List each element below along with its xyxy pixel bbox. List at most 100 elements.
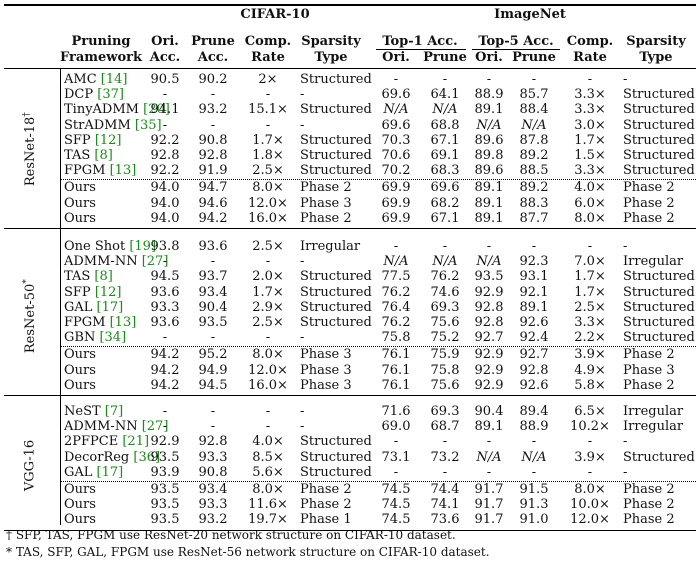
prune-acc: 93.3 — [198, 449, 228, 465]
group-rule — [4, 529, 696, 531]
top1-ori: 69.0 — [381, 419, 411, 435]
citation-link[interactable]: [35] — [134, 117, 162, 133]
top5-ori: 89.6 — [474, 163, 504, 179]
img-comp-rate: 2.5× — [574, 299, 606, 315]
citation-link[interactable]: [8] — [94, 269, 113, 285]
img-sparsity-type: Structured — [623, 132, 695, 148]
citation-link[interactable]: [27] — [141, 419, 169, 435]
prune-header-2: Acc. — [197, 50, 229, 65]
citation-link[interactable]: [34] — [99, 330, 127, 346]
citation-link[interactable]: [20] — [143, 102, 170, 118]
prune-acc: 94.9 — [198, 362, 228, 378]
citation-link[interactable]: [17] — [96, 464, 124, 480]
top1-ori: 69.9 — [381, 195, 411, 211]
citation-link[interactable]: [13] — [109, 163, 137, 179]
prune-acc: 94.6 — [198, 195, 228, 211]
sparsity-type: Phase 3 — [300, 347, 352, 363]
top5-prune: N/A — [521, 117, 547, 133]
img-sparsity-type: Phase 2 — [623, 195, 675, 211]
img-sparsity-type: Phase 2 — [623, 512, 675, 528]
sparsity-type: - — [300, 254, 305, 270]
top1-ori: N/A — [383, 254, 409, 270]
img-sparsity-type: Phase 2 — [623, 377, 675, 393]
top5-prune: N/A — [521, 449, 547, 465]
top1-ori: 73.1 — [381, 449, 411, 465]
top5-ori: 92.9 — [474, 347, 504, 363]
citation-link[interactable]: [21] — [122, 434, 150, 450]
citation-link[interactable]: [12] — [94, 284, 122, 300]
top1-ori: 76.1 — [381, 347, 411, 363]
comp-rate: 16.0× — [248, 377, 288, 393]
method-name: GAL [17] — [64, 465, 123, 480]
method-name: ADMM-NN [27] — [64, 419, 168, 434]
sparsity-type: Phase 1 — [300, 512, 352, 528]
citation-link[interactable]: [12] — [94, 132, 122, 148]
method-name: DecorReg [36] — [64, 450, 160, 465]
ori-acc: - — [162, 330, 168, 346]
sparsity-type: Phase 2 — [300, 210, 352, 226]
sparsity-type: Structured — [300, 299, 372, 315]
comp-rate: 1.7× — [252, 132, 284, 148]
top5-prune: 91.0 — [519, 512, 549, 528]
network-label: ResNet-50* — [21, 279, 39, 354]
top1-prune: - — [442, 434, 448, 450]
citation-link[interactable]: [17] — [96, 299, 124, 315]
method-label: NeST — [64, 404, 105, 419]
citation-link[interactable]: [36] — [133, 449, 161, 465]
ori-acc: - — [162, 404, 168, 419]
comp-rate: 2× — [258, 72, 278, 87]
top5-ori: 91.7 — [474, 482, 504, 497]
method-label: SFP — [64, 284, 95, 300]
top1-ori: 70.3 — [381, 132, 411, 148]
sparsity-type: Phase 2 — [300, 497, 352, 513]
prune-acc: 90.4 — [198, 299, 228, 315]
comp-rate: 16.0× — [248, 210, 288, 226]
top1-prune: - — [442, 464, 448, 480]
top1-prune: 74.6 — [430, 284, 460, 300]
prune-acc: - — [210, 419, 216, 435]
method-label: FPGM — [64, 315, 110, 330]
citation-link[interactable]: [14] — [100, 72, 128, 87]
img-comp-rate: 3.3× — [574, 102, 606, 118]
top1-prune: 75.6 — [430, 315, 460, 330]
citation-link[interactable]: [7] — [104, 404, 124, 419]
top5-prune: 89.2 — [519, 180, 549, 196]
sparsity-type: - — [300, 117, 305, 133]
img-comp-header-2: Rate — [573, 50, 607, 65]
comp-header-1: Comp. — [244, 34, 292, 49]
citation-link[interactable]: [8] — [94, 148, 113, 163]
top1-ori: 70.2 — [381, 163, 411, 179]
top1-ori: - — [393, 239, 399, 254]
img-comp-rate: - — [587, 434, 593, 450]
method-label: GBN — [64, 330, 100, 346]
dotted-separator — [60, 346, 696, 348]
top1-prune: 69.3 — [430, 404, 460, 419]
group-rule — [4, 228, 696, 229]
top1-prune: 75.9 — [430, 347, 460, 363]
network-label: VGG-16 — [22, 439, 38, 491]
ori-acc: 93.5 — [150, 449, 180, 465]
top1-prune: 74.4 — [430, 482, 460, 497]
top1-ori: 76.1 — [381, 377, 411, 393]
comp-rate: - — [265, 87, 271, 103]
img-comp-rate: 1.5× — [574, 148, 606, 163]
top5-ori: 92.9 — [474, 284, 504, 300]
citation-link[interactable]: [37] — [97, 87, 124, 103]
group-rule — [4, 395, 696, 396]
top1-ori: 69.6 — [381, 117, 411, 133]
comp-rate: - — [265, 117, 271, 133]
top1-ori: - — [393, 434, 399, 450]
sparsity-type: Structured — [300, 284, 372, 300]
citation-link[interactable]: [13] — [109, 315, 137, 330]
img-sparsity-header-1: Sparsity — [626, 34, 686, 49]
method-ours: Ours — [64, 210, 96, 226]
citation-link[interactable]: [27] — [141, 254, 169, 270]
citation-link[interactable]: [19] — [129, 239, 157, 254]
top1-ori: 74.5 — [381, 512, 411, 528]
method-label: StrADMM — [64, 117, 135, 133]
img-sparsity-type: Structured — [623, 315, 695, 330]
top5-header: Top-5 Acc. — [478, 34, 554, 49]
comp-rate: 8.5× — [252, 449, 284, 465]
img-sparsity-type: Phase 2 — [623, 347, 675, 363]
img-sparsity-type: Structured — [623, 299, 695, 315]
